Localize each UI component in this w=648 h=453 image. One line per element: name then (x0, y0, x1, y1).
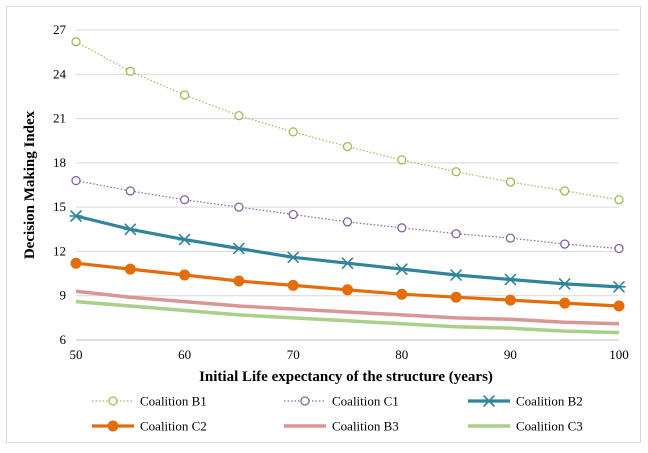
x-tick-50: 50 (70, 347, 83, 362)
legend-entry-coalition-c2: Coalition C2 (92, 419, 207, 434)
series-coalition-c3 (75, 299, 620, 335)
legend-entry-coalition-b2: Coalition B2 (468, 394, 583, 409)
legend-marker (300, 396, 310, 406)
data-point (559, 297, 571, 309)
y-tick-labels: 6 9 12 15 18 21 24 27 (53, 22, 67, 347)
legend-label: Coalition B3 (332, 419, 399, 434)
x-tick-100: 100 (609, 347, 629, 362)
data-point (612, 281, 626, 293)
data-point (449, 269, 463, 281)
data-point (560, 186, 570, 196)
data-point (69, 210, 83, 222)
y-axis-title: Decision Making Index (22, 110, 38, 259)
y-tick-6: 6 (60, 332, 67, 347)
data-point (451, 167, 461, 177)
data-point (70, 257, 82, 269)
data-point (125, 186, 135, 196)
data-point (342, 284, 353, 296)
data-point (71, 175, 81, 186)
data-point (234, 110, 244, 121)
data-point (613, 300, 625, 312)
data-point (287, 279, 299, 291)
legend-entry-coalition-b1: Coalition B1 (92, 394, 207, 409)
data-point (505, 233, 516, 243)
data-point (234, 202, 244, 212)
y-tick-15: 15 (53, 199, 66, 214)
y-tick-9: 9 (60, 288, 67, 303)
series-line (75, 289, 620, 326)
legend-entry-coalition-c1: Coalition C1 (284, 394, 399, 409)
data-point (614, 195, 624, 205)
legend: Coalition B1 Coalition C1 Coalition B2 Coal… (92, 394, 583, 434)
series-coalition-c1 (71, 175, 624, 254)
series-coalition-b1 (71, 37, 624, 205)
data-point (450, 291, 462, 303)
x-tick-70: 70 (287, 347, 300, 362)
legend-label: Coalition C2 (140, 419, 207, 434)
data-point (451, 229, 461, 239)
x-axis-title: Initial Life expectancy of the structure… (199, 369, 493, 385)
series-coalition-b2 (69, 210, 626, 293)
series-coalition-b3 (75, 289, 620, 326)
series-coalition-c2 (70, 257, 625, 312)
data-point (342, 141, 353, 152)
legend-marker (107, 420, 119, 432)
y-tick-24: 24 (53, 66, 67, 81)
data-point (557, 278, 572, 290)
y-tick-12: 12 (53, 243, 66, 258)
data-point (397, 223, 407, 233)
data-point (125, 66, 135, 76)
legend-label: Coalition B1 (140, 394, 207, 409)
legend-label: Coalition C1 (332, 394, 399, 409)
data-point (179, 195, 190, 205)
y-tick-21: 21 (53, 111, 66, 126)
y-tick-18: 18 (53, 155, 66, 170)
data-point (397, 155, 407, 165)
legend-marker (482, 395, 496, 407)
data-point (340, 257, 355, 270)
legend-marker (108, 396, 118, 406)
x-tick-labels: 50 60 70 80 90 100 (70, 347, 629, 362)
data-point (342, 217, 353, 227)
data-point (394, 263, 409, 275)
x-tick-80: 80 (395, 347, 408, 362)
data-point (71, 37, 81, 47)
data-point (614, 243, 624, 254)
legend-label: Coalition B2 (516, 394, 583, 409)
data-point (505, 177, 516, 187)
data-point (177, 233, 192, 246)
data-point (288, 127, 298, 137)
legend-entry-coalition-c3: Coalition C3 (468, 419, 583, 434)
data-point (232, 242, 246, 255)
series-line (75, 180, 620, 250)
data-point (396, 288, 408, 300)
legend-entry-coalition-b3: Coalition B3 (284, 419, 399, 434)
data-point (179, 90, 190, 100)
x-tick-60: 60 (178, 347, 191, 362)
x-tick-90: 90 (504, 347, 517, 362)
series-line (75, 299, 620, 335)
data-point (179, 269, 191, 281)
series-lines (69, 37, 626, 335)
data-point (233, 275, 245, 287)
data-point (288, 209, 298, 220)
data-point (504, 294, 516, 306)
legend-label: Coalition C3 (516, 419, 583, 434)
data-point (560, 239, 570, 249)
series-line (75, 41, 620, 201)
data-point (503, 273, 518, 286)
data-point (123, 223, 138, 236)
y-tick-27: 27 (53, 22, 67, 37)
gridlines (76, 29, 619, 341)
data-point (124, 263, 136, 275)
data-point (286, 251, 301, 264)
